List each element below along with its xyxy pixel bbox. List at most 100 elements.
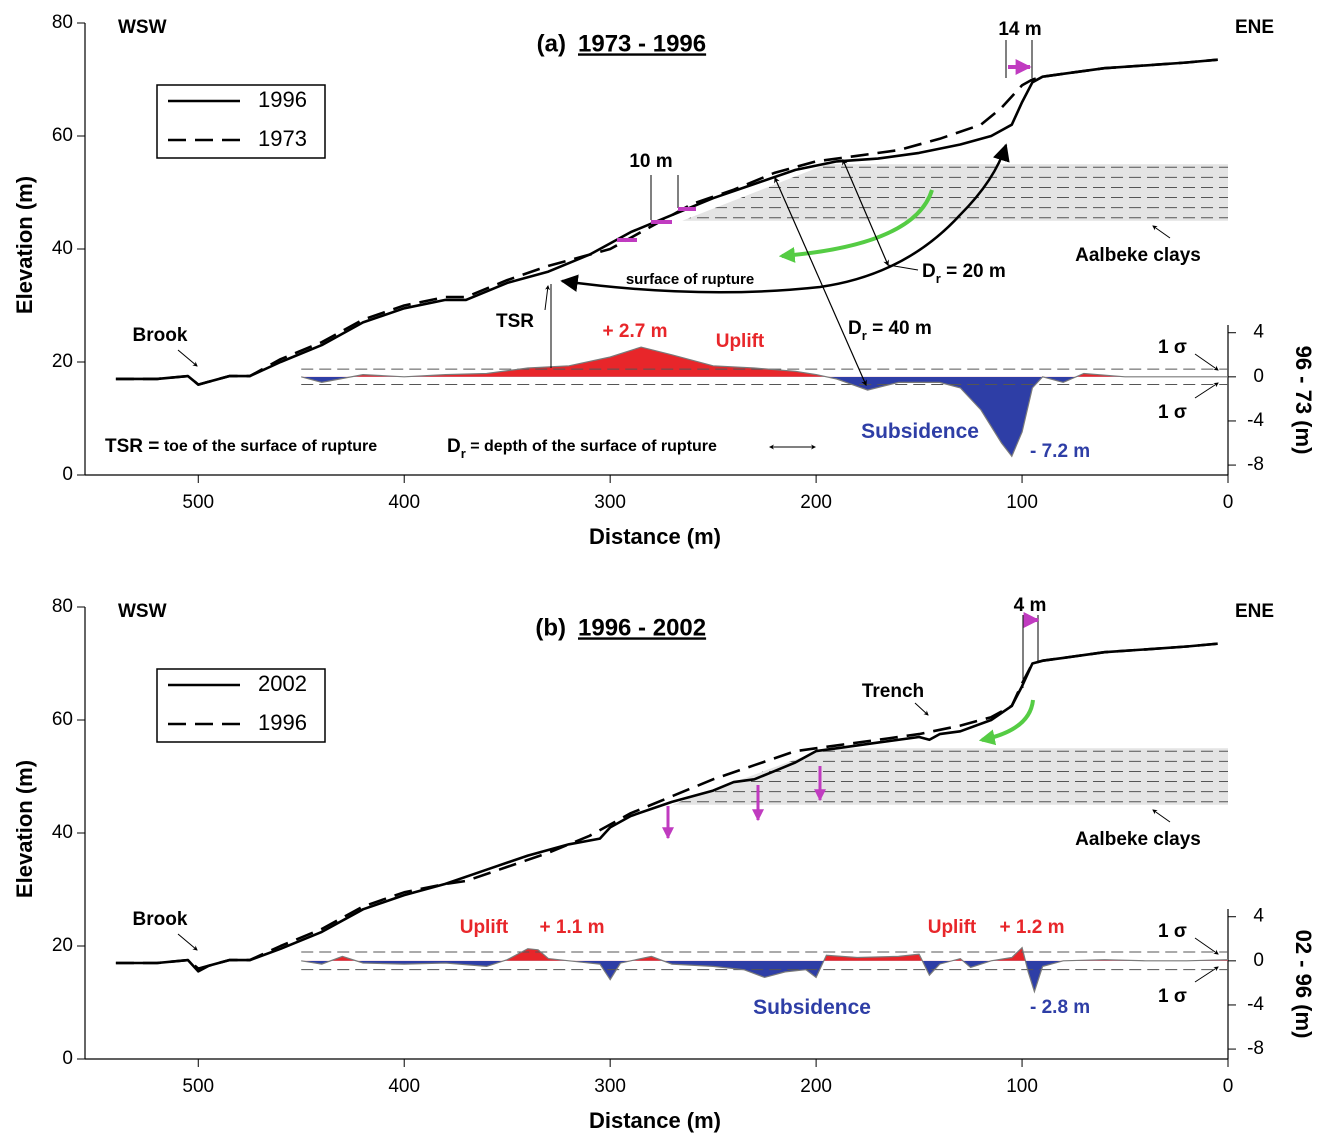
annotation: ENE (1235, 601, 1274, 622)
y2-tick-label: 4 (1253, 906, 1264, 927)
annotation: Dr = 20 m (922, 261, 1006, 286)
annotation-text: ENE (1235, 601, 1274, 622)
annotation: Uplift (716, 331, 765, 352)
y-axis-title: Elevation (m) (12, 760, 37, 898)
tsr-arrow (545, 286, 548, 310)
annotation: - 7.2 m (1030, 441, 1090, 462)
x-axis-title: Distance (m) (589, 524, 721, 549)
annotation: + 2.7 m (603, 321, 668, 342)
annotation-after: toe of the surface of rupture (159, 438, 377, 455)
annotation-text: Trench (862, 681, 924, 702)
clay-arrow (1153, 810, 1170, 822)
annotation: ENE (1235, 17, 1274, 38)
x-tick-label: 400 (388, 1076, 420, 1097)
annotation-text: Uplift (928, 917, 977, 938)
annotation-text: Subsidence (753, 996, 871, 1019)
leader (888, 265, 918, 270)
annotation-text: TSR = (105, 436, 159, 457)
annotation: 1 σ (1158, 921, 1187, 942)
annotation-text: D (447, 436, 461, 457)
annotation-text: TSR (496, 311, 534, 332)
annotation: Uplift (460, 917, 509, 938)
annotation: Trench (862, 681, 924, 702)
uplift-area (301, 347, 1228, 456)
annotation: Subsidence (861, 420, 979, 443)
annotation: 1 σ (1158, 986, 1187, 1007)
y-tick-label: 0 (62, 464, 73, 485)
x-tick-label: 200 (800, 492, 832, 513)
x-tick-label: 500 (182, 492, 214, 513)
brook-arrow (178, 934, 197, 950)
y-tick-label: 60 (52, 125, 73, 146)
annotation-text: 1 σ (1158, 921, 1187, 942)
annotation-text: + 2.7 m (603, 321, 668, 342)
annotation-text: ENE (1235, 17, 1274, 38)
annotation-text: Brook (133, 909, 188, 930)
x-tick-label: 100 (1006, 492, 1038, 513)
y-tick-label: 20 (52, 351, 73, 372)
legend-label: 1973 (258, 126, 307, 151)
annotation: TSR (496, 311, 534, 332)
annotation-after: = depth of the surface of rupture (466, 438, 717, 455)
annotation: Brook (133, 909, 188, 930)
legend-label: 1996 (258, 710, 307, 735)
annotation: 10 m (629, 151, 672, 172)
annotation-text: 14 m (998, 19, 1041, 40)
y-axis-title: Elevation (m) (12, 176, 37, 314)
annotation-after: = 40 m (867, 318, 932, 339)
annotation-text: - 7.2 m (1030, 441, 1090, 462)
y2-tick-label: -4 (1247, 994, 1264, 1015)
annotation-text: + 1.1 m (540, 917, 605, 938)
annotation: Uplift (928, 917, 977, 938)
y2-tick-label: -8 (1247, 1038, 1264, 1059)
annotation: Brook (133, 325, 188, 346)
x-tick-label: 200 (800, 1076, 832, 1097)
annotation-text: Uplift (460, 917, 509, 938)
y-tick-label: 20 (52, 935, 73, 956)
y-tick-label: 40 (52, 822, 73, 843)
y-tick-label: 40 (52, 238, 73, 259)
annotation: + 1.2 m (1000, 917, 1065, 938)
x-tick-label: 0 (1223, 1076, 1234, 1097)
subsidence-area (301, 948, 1228, 992)
annotation: TSR = toe of the surface of rupture (105, 436, 377, 457)
annotation-text: 4 m (1014, 595, 1047, 616)
annotation-text: + 1.2 m (1000, 917, 1065, 938)
y-tick-label: 60 (52, 709, 73, 730)
y2-tick-label: -8 (1247, 454, 1264, 475)
y2-axis-title: 96 - 73 (m) (1291, 346, 1316, 455)
annotation-text: WSW (118, 17, 167, 38)
annotation-text: Uplift (716, 331, 765, 352)
y2-tick-label: -4 (1247, 410, 1264, 431)
panel-label: (a) (537, 30, 566, 57)
annotation: 4 m (1014, 595, 1047, 616)
clay-layer (672, 748, 1228, 805)
legend-label: 1996 (258, 87, 307, 112)
x-tick-label: 300 (594, 492, 626, 513)
x-tick-label: 100 (1006, 1076, 1038, 1097)
difference-line (301, 347, 1228, 456)
annotation: Subsidence (753, 996, 871, 1019)
panel-label: (b) (535, 614, 566, 641)
annotation: 1 σ (1158, 402, 1187, 423)
annotation-text: - 2.8 m (1030, 997, 1090, 1018)
annotation: WSW (118, 17, 167, 38)
subsidence-area (301, 347, 1228, 456)
brook-arrow (178, 350, 197, 366)
figure: 5004003002001000020406080-8-404Distance … (0, 0, 1326, 1135)
annotation-text: D (848, 318, 862, 339)
sigma-arrow (1195, 354, 1218, 370)
annotation-text: 1 σ (1158, 986, 1187, 1007)
annotation: 1 σ (1158, 337, 1187, 358)
annotation: Aalbeke clays (1075, 829, 1201, 850)
x-tick-label: 0 (1223, 492, 1234, 513)
y2-tick-label: 4 (1253, 322, 1264, 343)
annotation: WSW (118, 601, 167, 622)
chart-title: 1996 - 2002 (578, 614, 706, 641)
x-axis-title: Distance (m) (589, 1108, 721, 1133)
sigma-arrow (1195, 383, 1218, 398)
annotation-text: 1 σ (1158, 402, 1187, 423)
annotation-text: 1 σ (1158, 337, 1187, 358)
clay-arrow (1153, 226, 1170, 238)
